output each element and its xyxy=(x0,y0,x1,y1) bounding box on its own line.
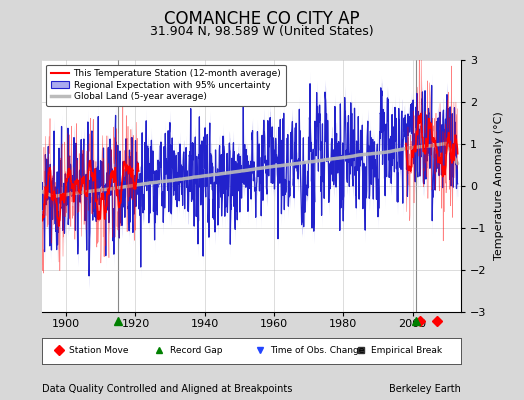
Text: Time of Obs. Change: Time of Obs. Change xyxy=(270,346,365,355)
Text: Empirical Break: Empirical Break xyxy=(371,346,442,355)
Text: Berkeley Earth: Berkeley Earth xyxy=(389,384,461,394)
Text: 31.904 N, 98.589 W (United States): 31.904 N, 98.589 W (United States) xyxy=(150,25,374,38)
Legend: This Temperature Station (12-month average), Regional Expectation with 95% uncer: This Temperature Station (12-month avera… xyxy=(47,64,286,106)
Text: COMANCHE CO CITY AP: COMANCHE CO CITY AP xyxy=(164,10,360,28)
Y-axis label: Temperature Anomaly (°C): Temperature Anomaly (°C) xyxy=(494,112,504,260)
Text: Record Gap: Record Gap xyxy=(170,346,222,355)
Text: Station Move: Station Move xyxy=(69,346,129,355)
Text: Data Quality Controlled and Aligned at Breakpoints: Data Quality Controlled and Aligned at B… xyxy=(42,384,292,394)
